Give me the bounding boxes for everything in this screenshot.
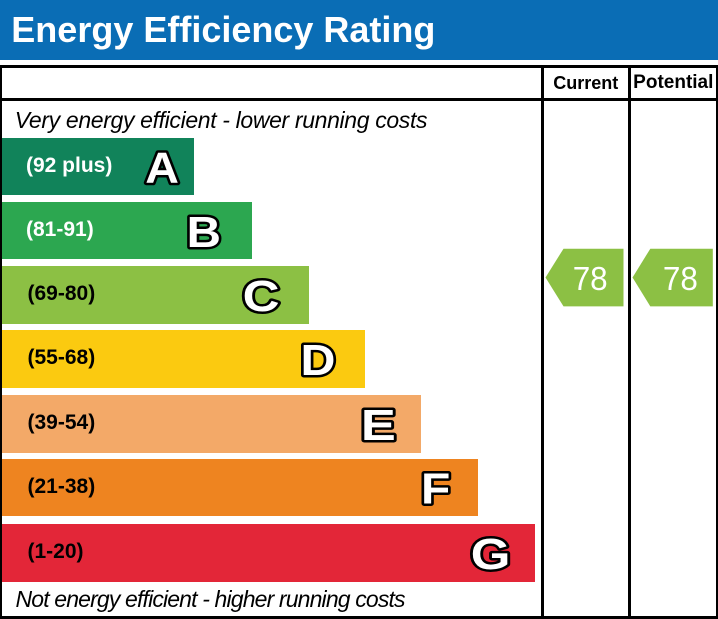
- svg-text:D: D: [301, 335, 336, 384]
- svg-text:G: G: [471, 530, 511, 579]
- svg-text:E: E: [361, 401, 396, 450]
- svg-text:C: C: [243, 272, 280, 321]
- svg-text:78: 78: [573, 261, 608, 298]
- svg-text:B: B: [187, 207, 221, 256]
- svg-text:F: F: [421, 463, 450, 513]
- svg-text:78: 78: [663, 261, 698, 298]
- svg-text:A: A: [145, 143, 179, 192]
